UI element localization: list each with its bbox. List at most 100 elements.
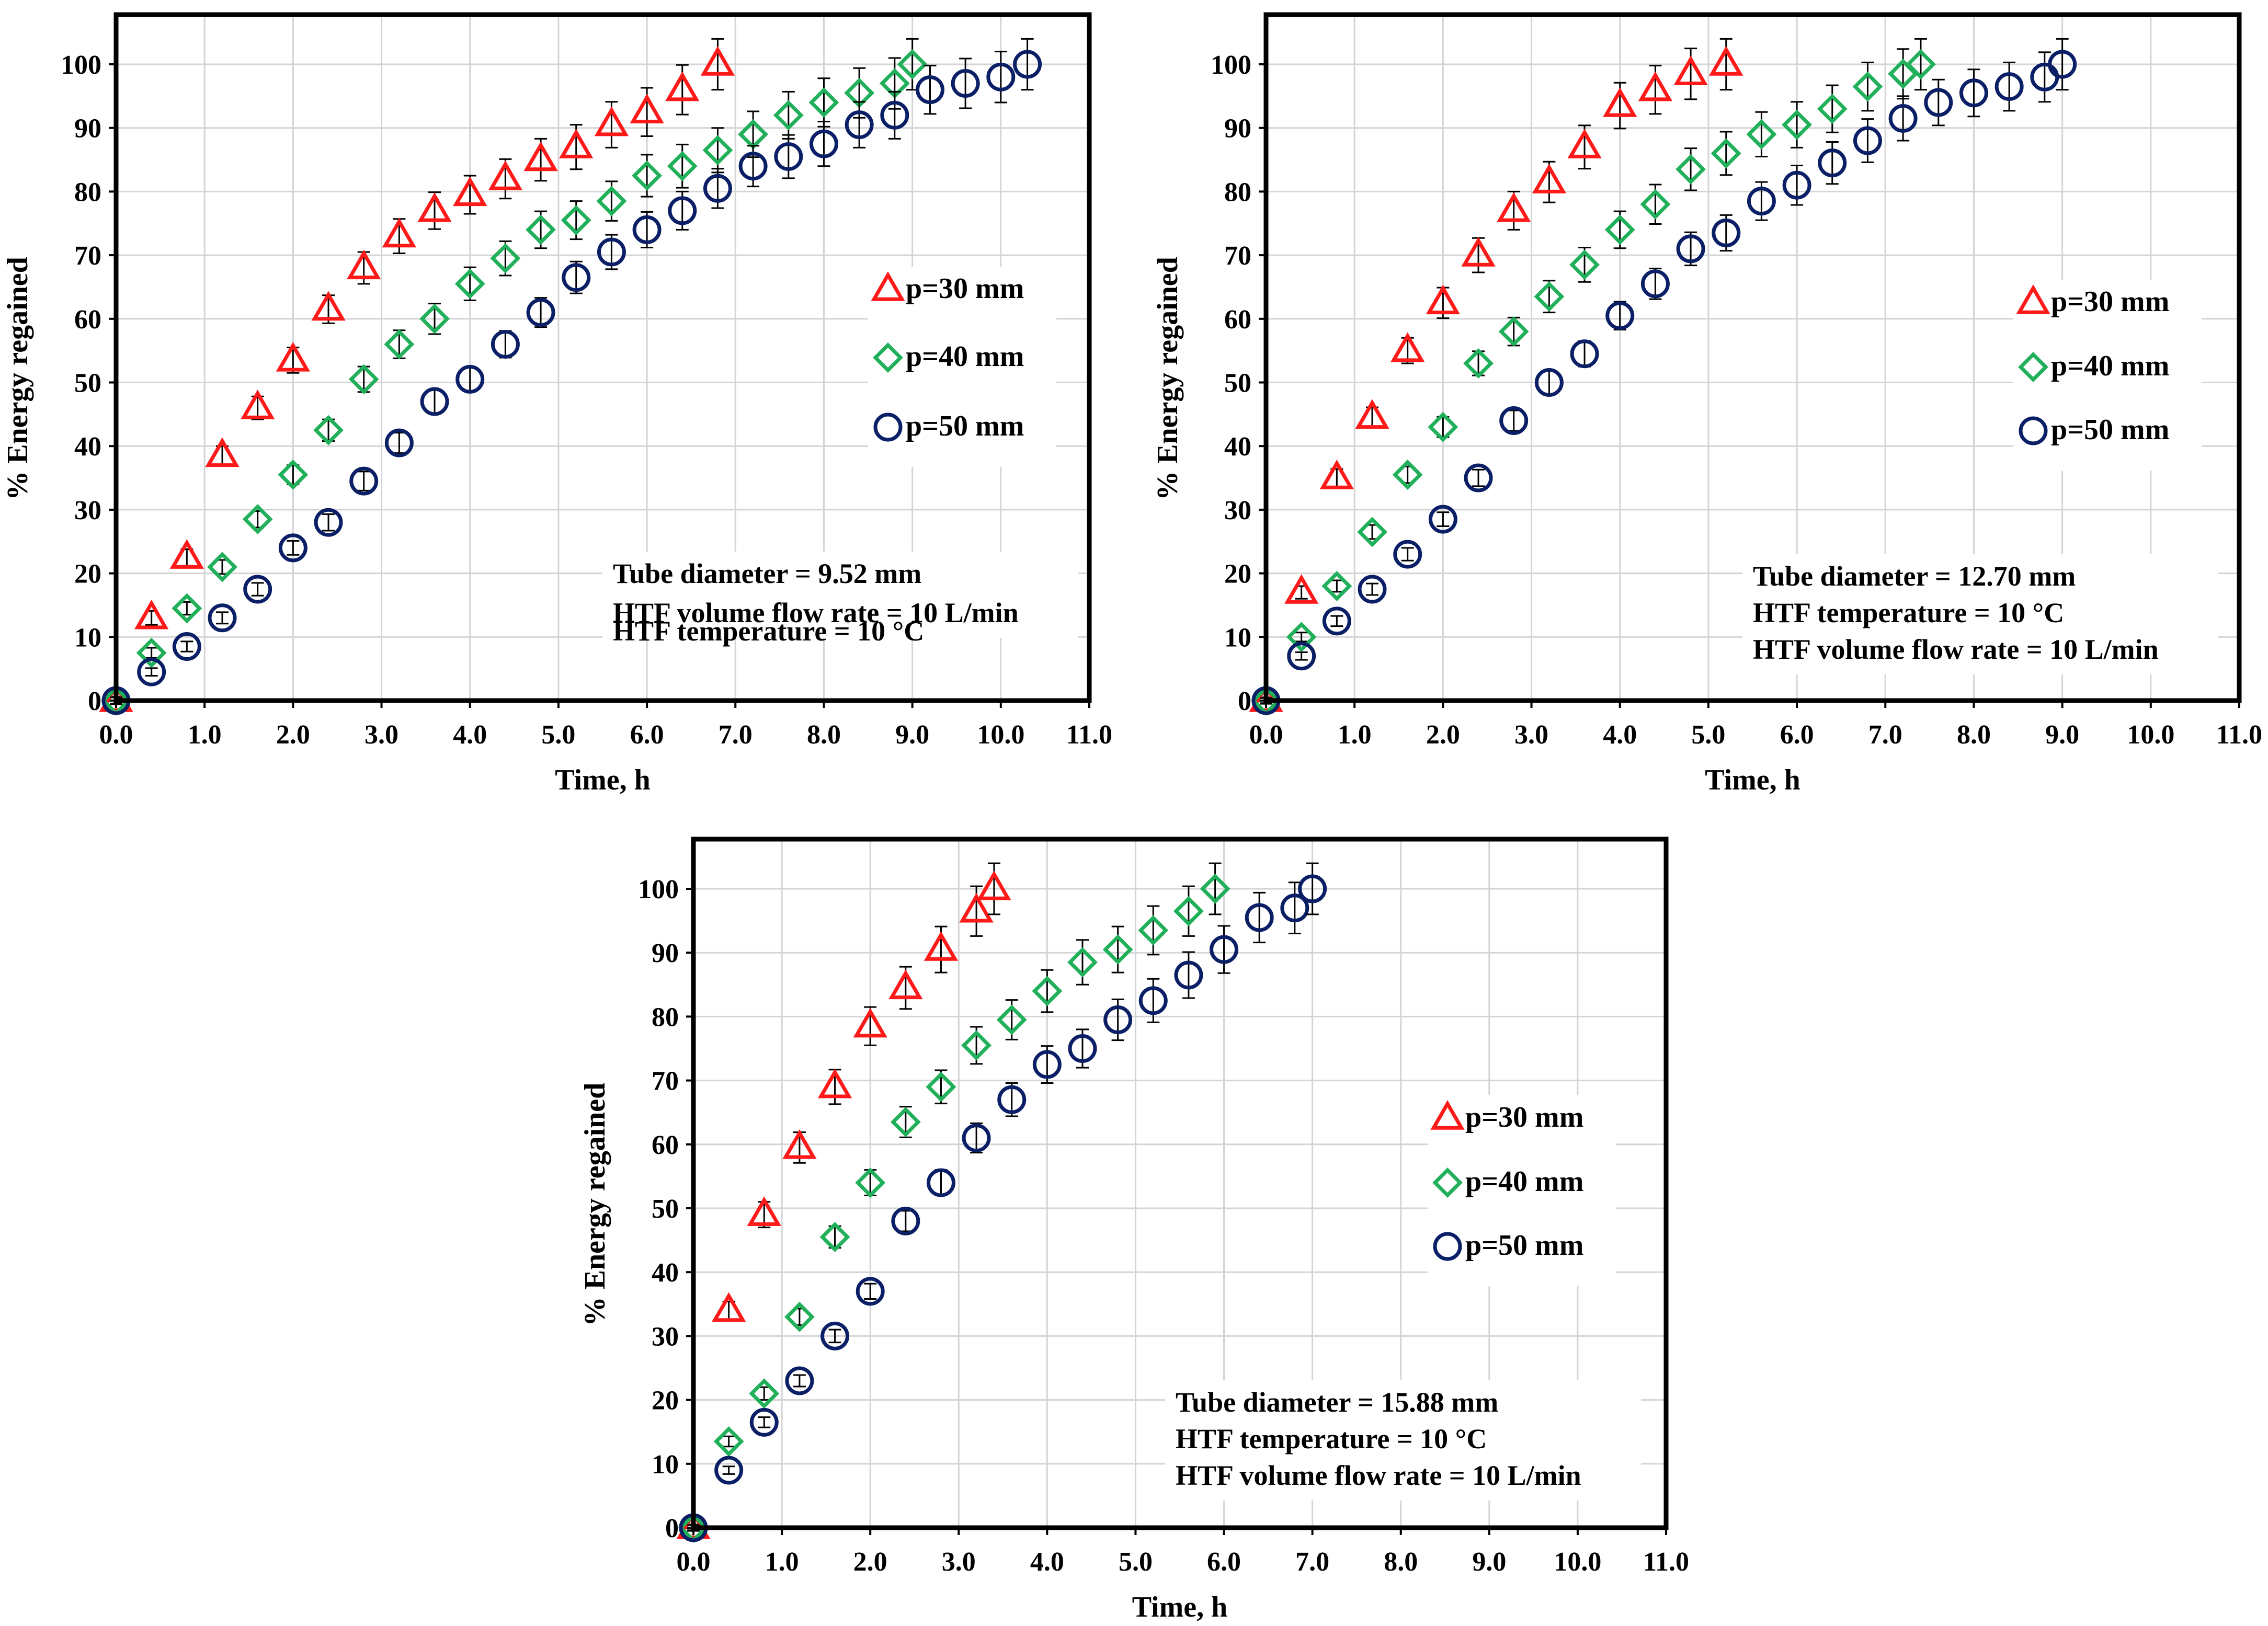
legend-label: p=50 mm	[1465, 1229, 1583, 1262]
data-point	[278, 460, 309, 490]
series-circle	[1251, 38, 2077, 715]
data-point	[1284, 574, 1319, 604]
data-point	[1534, 368, 1564, 397]
x-tick-label: 4.0	[1030, 1547, 1064, 1577]
y-tick-label: 90	[652, 938, 679, 968]
y-tick-label: 50	[1224, 369, 1251, 398]
data-point	[172, 593, 202, 624]
data-point	[1709, 45, 1743, 76]
data-point	[809, 129, 838, 158]
data-point	[700, 45, 735, 76]
data-point	[597, 237, 626, 267]
data-point	[738, 152, 768, 181]
data-point	[313, 415, 344, 445]
data-point	[714, 1456, 744, 1485]
data-point	[490, 243, 521, 274]
data-point	[1032, 976, 1063, 1006]
data-point	[1280, 894, 1309, 923]
x-tick-label: 0.0	[677, 1547, 711, 1577]
y-tick-label: 10	[74, 623, 101, 652]
data-point	[594, 106, 629, 136]
data-point	[1357, 517, 1387, 547]
data-point	[1200, 874, 1230, 904]
data-point	[996, 1004, 1027, 1035]
data-point	[845, 110, 874, 140]
legend-label: p=30 mm	[2051, 285, 2169, 318]
data-point	[136, 637, 167, 668]
data-point	[454, 268, 485, 299]
legend-marker	[873, 413, 903, 442]
data-point	[1103, 1005, 1133, 1035]
data-point	[1532, 164, 1567, 193]
data-point	[1067, 947, 1098, 978]
x-axis-label: Time, h	[555, 764, 651, 796]
y-tick-label: 20	[74, 559, 101, 589]
legend-label: p=50 mm	[906, 410, 1024, 442]
x-tick-label: 4.0	[1603, 720, 1637, 750]
series-diamond	[678, 862, 1230, 1543]
x-tick-label: 6.0	[630, 720, 664, 750]
data-point	[491, 329, 520, 359]
data-point	[817, 1068, 852, 1098]
data-point	[1426, 284, 1461, 315]
x-tick-label: 5.0	[1119, 1547, 1153, 1577]
y-tick-label: 100	[61, 50, 101, 80]
data-point	[1321, 570, 1352, 601]
data-point	[890, 1107, 921, 1137]
data-point	[1102, 934, 1133, 965]
data-point	[488, 161, 523, 190]
x-tick-label: 10.0	[2127, 720, 2174, 750]
x-tick-label: 7.0	[719, 720, 753, 750]
data-point	[1138, 915, 1169, 946]
data-point	[523, 141, 558, 171]
legend-label: p=30 mm	[906, 272, 1024, 305]
data-point	[774, 142, 803, 171]
y-tick-label: 40	[652, 1258, 679, 1288]
series-diamond	[101, 38, 928, 716]
annotation: Tube diameter = 15.88 mm HTF temperature …	[1165, 1380, 1641, 1501]
y-tick-label: 90	[74, 114, 101, 144]
data-point	[1287, 642, 1316, 671]
x-tick-label: 11.0	[1066, 720, 1112, 750]
data-point	[1358, 575, 1387, 604]
x-tick-label: 4.0	[453, 720, 487, 750]
series-triangle	[1249, 38, 1743, 712]
y-tick-label: 70	[652, 1067, 679, 1096]
legend-label: p=40 mm	[906, 340, 1024, 373]
data-point	[1746, 119, 1777, 150]
y-tick-label: 20	[652, 1386, 679, 1416]
data-point	[1355, 399, 1389, 429]
annotation-line: Tube diameter = 15.88 mm	[1176, 1387, 1498, 1418]
x-tick-label: 3.0	[1514, 720, 1548, 750]
y-axis-label: % Energy regained	[579, 1083, 611, 1326]
x-tick-label: 8.0	[1957, 720, 1991, 750]
plot-frame	[691, 837, 1669, 1530]
data-point	[384, 428, 414, 457]
data-point	[243, 575, 272, 604]
data-point	[880, 100, 909, 130]
y-tick-label: 0	[665, 1514, 679, 1543]
data-point	[384, 329, 415, 360]
data-point	[1638, 71, 1673, 101]
data-point	[702, 135, 733, 166]
data-point	[348, 364, 379, 395]
data-point	[926, 1168, 955, 1197]
x-tick-label: 7.0	[1295, 1547, 1329, 1577]
data-point	[1782, 170, 1811, 200]
data-point	[1817, 94, 1848, 124]
data-point	[1782, 109, 1813, 140]
y-tick-label: 20	[1224, 559, 1251, 589]
data-point	[747, 1196, 781, 1226]
chart-1: 0.0 1.0 2.0 3.0 4.0 5.0 6.0 7.0 8.0 9.0 10.0 11.0 0 1…	[2, 12, 1112, 796]
data-point	[711, 1292, 746, 1322]
data-point	[134, 599, 169, 629]
legend-label: p=30 mm	[1465, 1101, 1583, 1133]
x-tick-label: 1.0	[765, 1547, 799, 1577]
data-point	[1322, 606, 1351, 636]
data-point	[749, 1407, 779, 1437]
data-point	[1464, 463, 1493, 493]
data-point	[951, 69, 980, 98]
data-point	[205, 437, 240, 467]
data-point	[419, 303, 450, 334]
